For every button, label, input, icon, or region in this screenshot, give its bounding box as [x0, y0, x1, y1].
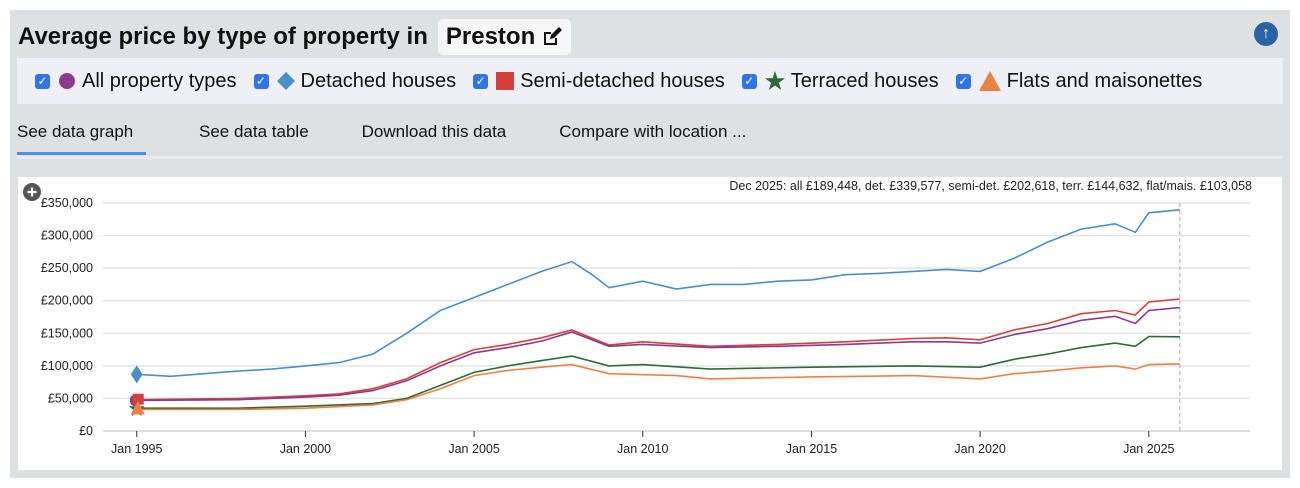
x-tick-label: Jan 2015 [786, 442, 837, 456]
legend-label: All property types [82, 69, 237, 92]
y-tick-label: £50,000 [48, 391, 93, 405]
y-tick-label: £250,000 [41, 261, 93, 275]
x-tick-label: Jan 2025 [1123, 442, 1174, 456]
x-tick-label: Jan 2010 [617, 442, 668, 456]
chart-panel: Average price by type of property in Pre… [10, 10, 1290, 478]
detached-start-marker [130, 365, 143, 384]
circle-marker-icon [59, 73, 75, 89]
tab-bar: See data graph See data table Download t… [17, 118, 1283, 159]
tab-compare[interactable]: Compare with location ... [559, 122, 747, 141]
tab-data-graph[interactable]: See data graph [17, 118, 146, 155]
checkbox[interactable]: ✓ [253, 73, 269, 89]
legend-item-semi[interactable]: ✓ Semi-detached houses [473, 70, 725, 93]
location-selector[interactable]: Preston [437, 19, 572, 55]
legend-label: Terraced houses [790, 69, 939, 92]
line-chart: £0 £50,000 £100,000 £150,000 £200,000 £250,00… [23, 183, 1250, 456]
checkbox[interactable]: ✓ [35, 73, 50, 89]
tab-download[interactable]: Download this data [361, 122, 507, 141]
checkbox[interactable]: ✓ [741, 73, 757, 89]
flats-start-marker [130, 400, 145, 415]
chart-area: Dec 2025: all £189,448, det. £339,577, s… [18, 177, 1282, 470]
series-line-semi-detached-houses [136, 298, 1180, 401]
legend-label: Detached houses [300, 69, 457, 92]
legend: ✓ All property types ✓ Detached houses ✓ Se… [17, 58, 1283, 104]
series-line-all-property-types [136, 306, 1180, 402]
tab-data-table[interactable]: See data table [199, 122, 309, 141]
series-line-terraced-houses [136, 335, 1180, 409]
y-tick-label: £0 [79, 424, 93, 438]
diamond-marker-icon [276, 72, 295, 90]
legend-label: Flats and maisonettes [1006, 69, 1203, 92]
legend-item-detached[interactable]: ✓ Detached houses [253, 69, 457, 93]
title-text: Average price by type of property in [18, 23, 428, 50]
page-title: Average price by type of property in Pre… [18, 18, 572, 56]
x-tick-label: Jan 2000 [280, 442, 331, 456]
x-tick-label: Jan 1995 [111, 442, 162, 456]
series-line-detached-houses [136, 209, 1180, 378]
y-tick-label: £350,000 [41, 196, 93, 210]
triangle-marker-icon [978, 71, 1001, 91]
series-line-flats-and-maisonettes [136, 363, 1180, 411]
legend-item-terraced[interactable]: ✓ Terraced houses [741, 69, 939, 93]
y-tick-label: £100,000 [41, 359, 93, 373]
legend-label: Semi-detached houses [520, 69, 725, 92]
checkbox[interactable]: ✓ [955, 73, 971, 89]
zoom-in-plus [27, 187, 37, 197]
arrow-up-circle-icon: ↑ [1262, 25, 1270, 42]
legend-item-all[interactable]: ✓ All property types [35, 70, 237, 93]
legend-item-flats[interactable]: ✓ Flats and maisonettes [955, 69, 1203, 93]
square-marker-icon [496, 72, 515, 90]
star-marker-icon [764, 71, 785, 90]
y-tick-label: £300,000 [41, 229, 93, 243]
checkbox[interactable]: ✓ [473, 73, 489, 89]
hover-summary: Dec 2025: all £189,448, det. £339,577, s… [729, 179, 1252, 193]
y-tick-label: £200,000 [41, 294, 93, 308]
semi-start-marker [132, 393, 144, 405]
x-tick-label: Jan 2020 [954, 442, 1005, 456]
y-tick-label: £150,000 [41, 326, 93, 340]
x-tick-label: Jan 2005 [448, 442, 499, 456]
location-name: Preston [445, 23, 536, 50]
scroll-top-button[interactable]: ↑ [1254, 22, 1278, 46]
edit-icon [544, 27, 563, 45]
